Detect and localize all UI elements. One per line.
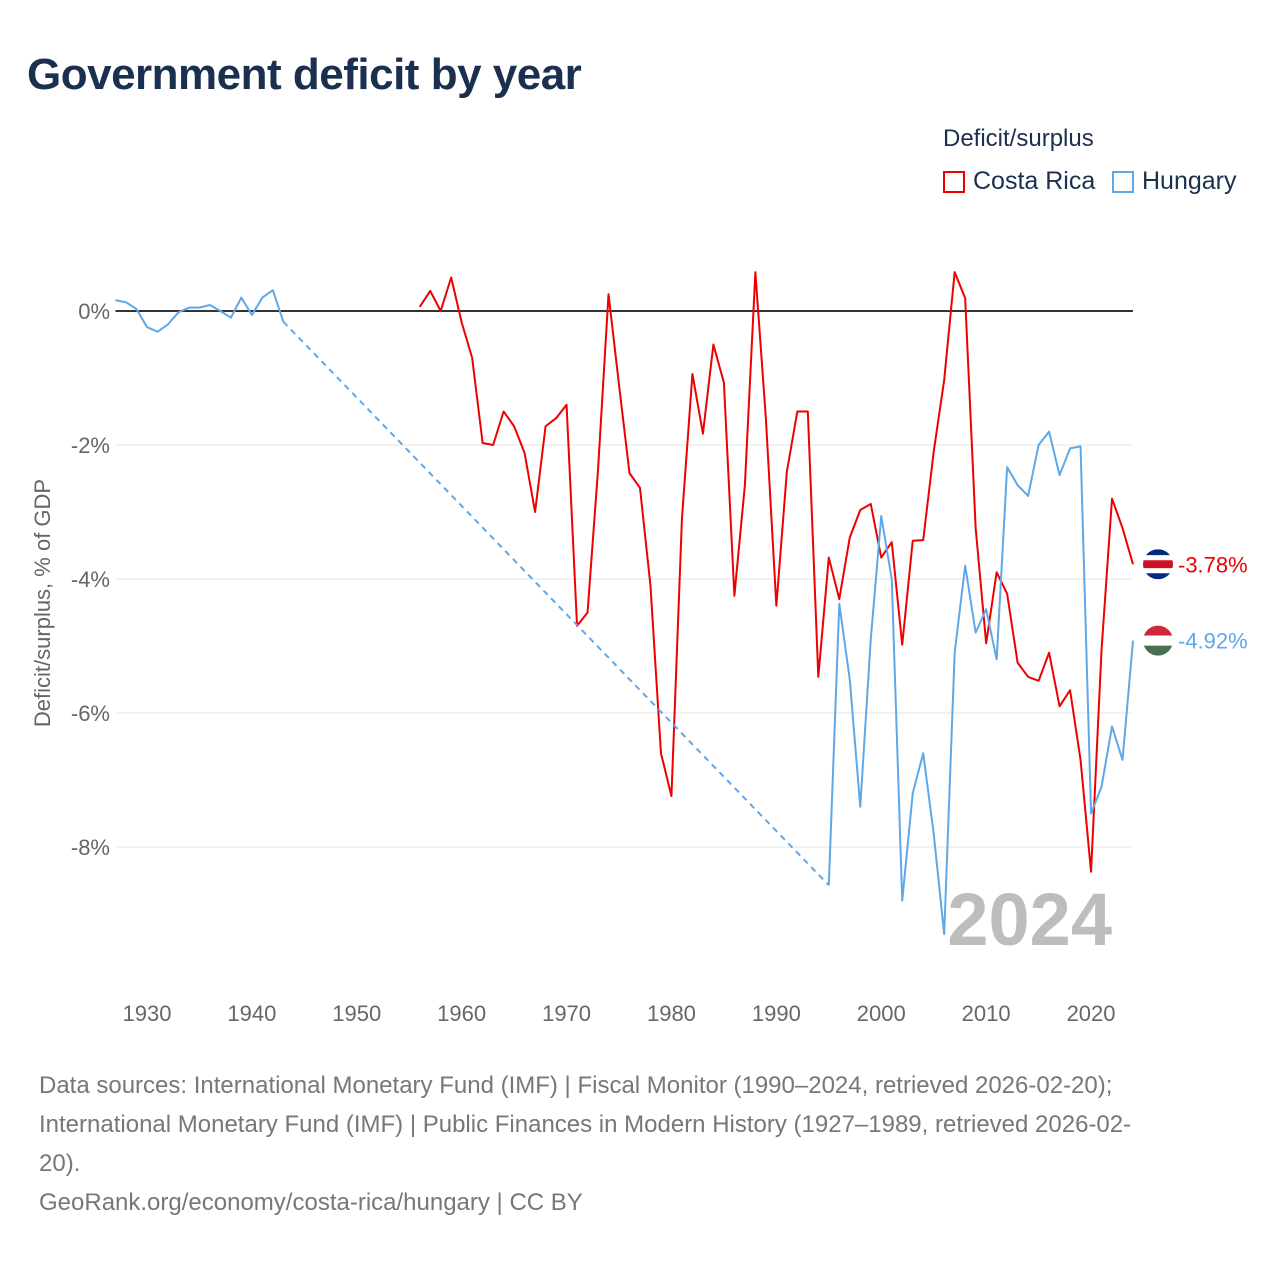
gap-dashed-line xyxy=(282,321,830,886)
source-line: International Monetary Fund (IMF) | Publ… xyxy=(39,1111,1132,1138)
source-line: Data sources: International Monetary Fun… xyxy=(39,1072,1113,1099)
y-tick-label: -2% xyxy=(71,433,110,458)
y-tick-label: -6% xyxy=(71,701,110,726)
legend-swatch-hungary xyxy=(1112,170,1134,193)
x-tick-label: 1930 xyxy=(122,1001,171,1026)
y-tick-label: -8% xyxy=(71,835,110,860)
y-axis-label: Deficit/surplus, % of GDP xyxy=(30,479,55,727)
series-line-hungary xyxy=(827,430,1134,936)
line-chart: 0% -2% -4% -6% -8% 1930 1940 1950 1960 1970 1980 19… xyxy=(30,271,1248,1026)
legend-title: Deficit/surplus xyxy=(943,125,1094,152)
x-tick-label: 2000 xyxy=(857,1001,906,1026)
x-tick-label: 2020 xyxy=(1067,1001,1116,1026)
x-tick-label: 1980 xyxy=(647,1001,696,1026)
legend-label: Costa Rica xyxy=(973,167,1096,195)
series-line-costa-rica xyxy=(418,271,1134,873)
legend-swatch-costa-rica xyxy=(943,170,965,193)
source-link[interactable]: GeoRank.org/economy/costa-rica/hungary |… xyxy=(39,1189,583,1216)
legend-label: Hungary xyxy=(1142,167,1237,195)
legend-item-costa-rica[interactable]: Costa Rica xyxy=(943,167,1095,196)
end-value-label: -4.92% xyxy=(1178,629,1248,654)
source-line: 20). xyxy=(39,1150,81,1177)
x-tick-label: 1940 xyxy=(227,1001,276,1026)
y-tick-label: -4% xyxy=(71,567,110,592)
x-tick-label: 1990 xyxy=(752,1001,801,1026)
hungary-flag-icon xyxy=(1143,625,1173,656)
chart-title: Government deficit by year xyxy=(27,50,582,99)
costa-rica-flag-icon xyxy=(1143,549,1173,580)
x-tick-label: 1960 xyxy=(437,1001,486,1026)
end-value-label: -3.78% xyxy=(1178,552,1248,577)
legend-item-hungary[interactable]: Hungary xyxy=(1112,167,1237,196)
y-tick-label: 0% xyxy=(78,299,110,324)
x-tick-label: 1950 xyxy=(332,1001,381,1026)
series-line-hungary xyxy=(115,289,285,333)
x-tick-label: 1970 xyxy=(542,1001,591,1026)
x-tick-label: 2010 xyxy=(962,1001,1011,1026)
year-watermark: 2024 xyxy=(947,878,1112,961)
